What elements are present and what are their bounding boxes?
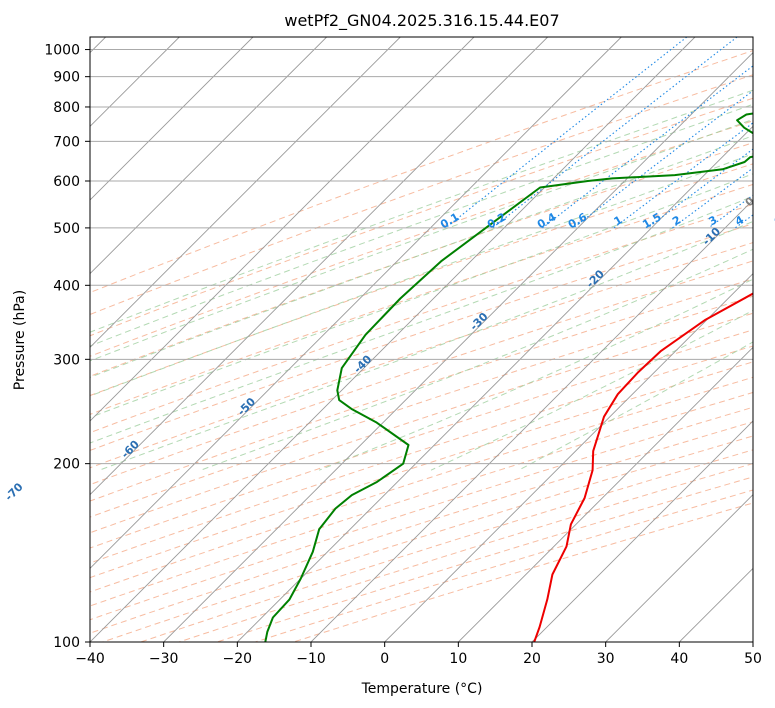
- y-tick-label: 900: [53, 70, 80, 86]
- isotherm: [90, 37, 548, 496]
- y-tick-label: 200: [53, 457, 80, 473]
- y-tick-label: 100: [53, 635, 80, 651]
- isotherm: [531, 420, 753, 642]
- x-tick-label: −10: [296, 651, 326, 667]
- moist-adiabat: [90, 103, 753, 347]
- y-tick-label: 700: [53, 134, 80, 150]
- x-tick-label: 10: [449, 651, 467, 667]
- dewpoint-profile-line: [264, 112, 753, 642]
- plot-background: [90, 37, 753, 642]
- grid-layer: [90, 37, 753, 642]
- y-tick-label: 1000: [44, 43, 80, 59]
- isotherm: [752, 641, 753, 642]
- isotherm: [310, 199, 753, 642]
- x-tick-label: 50: [744, 651, 762, 667]
- isotherm: [384, 273, 753, 642]
- isotherm: [163, 52, 753, 642]
- x-tick-label: 30: [597, 651, 615, 667]
- dry-adiabat: [90, 278, 753, 502]
- profile-layer: [264, 112, 753, 642]
- mixing-ratio-line: [672, 167, 753, 229]
- x-axis-label: Temperature (°C): [361, 681, 483, 697]
- dry-adiabat: [90, 295, 753, 518]
- dry-adiabat: [90, 376, 753, 593]
- dry-adiabat: [90, 421, 753, 634]
- y-tick-label: 600: [53, 174, 80, 190]
- isotherm: [90, 37, 475, 422]
- dry-adiabat: [90, 260, 753, 486]
- temperature-profile-line: [533, 292, 753, 642]
- dry-adiabat: [90, 406, 753, 621]
- moist-adiabat: [99, 220, 753, 471]
- isotherm: [90, 37, 696, 642]
- isotherm: [605, 494, 753, 642]
- dry-adiabat: [293, 502, 753, 642]
- isotherm: [90, 37, 254, 201]
- x-tick-label: 20: [523, 651, 541, 667]
- y-axis-label: Pressure (hPa): [12, 290, 28, 390]
- dry-adiabat: [90, 312, 753, 534]
- x-tick-label: 40: [670, 651, 688, 667]
- x-tick-label: −30: [149, 651, 179, 667]
- moist-adiabat: [90, 135, 753, 378]
- isotherm: [90, 37, 622, 569]
- mixing-ratio-line: [492, 37, 738, 229]
- mixing-ratio-line: [542, 65, 753, 229]
- x-axis: −40 −30 −20 −10 0 10 20 30 40 50: [75, 642, 762, 667]
- isotherm: [90, 37, 401, 348]
- y-tick-label: 500: [53, 221, 80, 237]
- y-tick-label: 400: [53, 278, 80, 294]
- y-tick-label: 300: [53, 352, 80, 368]
- isotherm: [458, 346, 753, 642]
- dry-adiabat: [90, 329, 753, 549]
- y-axis: 1000 900 800 700 600 500 400 300 200 100: [44, 43, 90, 651]
- mixing-ratio-label: 6: [772, 213, 775, 228]
- y-tick-label: 800: [53, 100, 80, 116]
- chart-title: wetPf2_GN04.2025.316.15.44.E07: [284, 11, 559, 31]
- x-tick-label: 0: [380, 651, 389, 667]
- isotherm: [90, 37, 327, 275]
- mixing-ratio-line: [572, 90, 753, 229]
- plot-frame: [89, 36, 754, 643]
- dry-adiabat: [102, 435, 753, 642]
- dry-adiabat-label: -70: [2, 480, 25, 503]
- dry-adiabat: [90, 391, 753, 607]
- x-tick-label: −40: [75, 651, 105, 667]
- isotherm: [237, 125, 753, 642]
- x-tick-label: −20: [223, 651, 253, 667]
- dry-adiabat: [90, 50, 753, 294]
